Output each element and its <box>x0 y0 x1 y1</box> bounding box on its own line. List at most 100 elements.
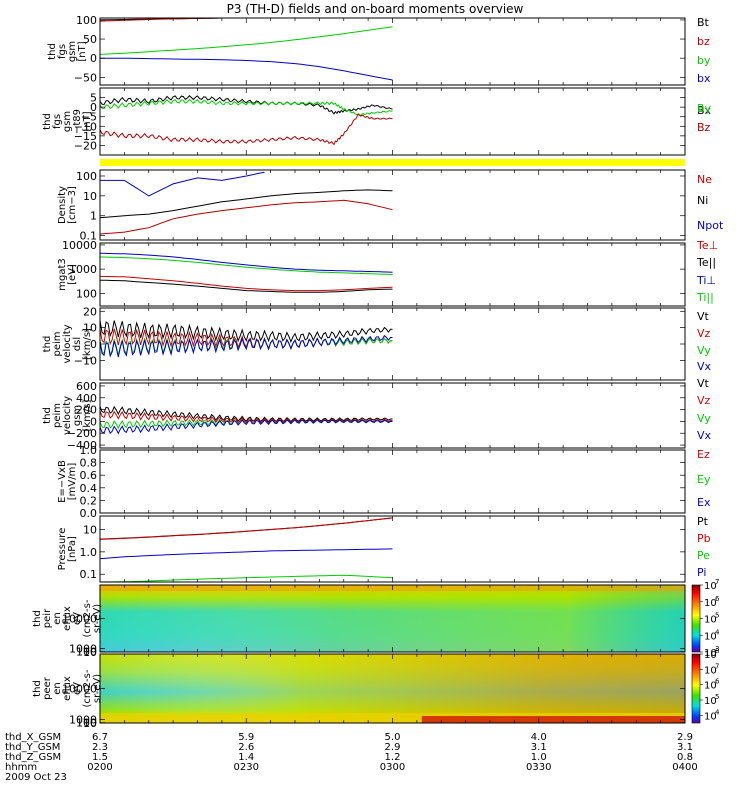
y-axis-label: sr-eV) <box>92 604 103 633</box>
legend-entry: Pt <box>697 515 709 528</box>
legend-entry: Ti|| <box>696 291 714 304</box>
legend-entry: Pe <box>697 549 710 562</box>
series-line-bx <box>100 57 393 81</box>
series-line-Vx <box>99 334 393 358</box>
figure-title: P3 (TH-D) fields and on-board moments ov… <box>227 2 524 16</box>
x-axis-value: 2.3 <box>92 742 108 753</box>
y-axis-label: thd <box>42 407 53 424</box>
x-axis-value: 4.0 <box>531 732 547 743</box>
legend-entry: Ni <box>697 194 708 207</box>
colorbar-tick-label: 10 <box>704 681 717 692</box>
x-axis-value: 0200 <box>87 762 112 773</box>
x-axis-value: 0300 <box>380 762 405 773</box>
y-tick-label: 1000 <box>69 643 97 656</box>
y-axis-label: velocity <box>62 396 73 435</box>
colorbar-tick-exponent: 7 <box>715 662 719 670</box>
legend-entry: Vz <box>697 327 711 340</box>
y-tick-label: 0 <box>90 101 97 114</box>
y-tick-label: 5 <box>90 92 97 105</box>
y-axis-label: dsl <box>72 337 83 351</box>
y-axis-label: eV <box>72 612 83 625</box>
panel-efield: 1.00.80.60.40.20.0 E=−VxB [mV/m] <box>57 444 686 520</box>
y-axis-label: [nPa] <box>67 536 78 562</box>
legend-entry: Vy <box>697 344 711 357</box>
legend-entry: Ey <box>697 473 711 486</box>
series-line-Vt <box>99 320 393 344</box>
y-tick-label: 400 <box>76 392 97 405</box>
legend-entry: Ez <box>697 448 710 461</box>
y-tick-label: 50 <box>83 33 97 46</box>
y-axis-label: en <box>52 612 63 625</box>
series-line-Te <box>99 275 393 292</box>
x-axis-row-label: thd_Y_GSM <box>5 742 60 753</box>
y-tick-label: 10 <box>83 646 97 659</box>
y-axis-label: [cm−3] <box>67 186 78 224</box>
colorbar-tick-exponent: 4 <box>715 708 720 716</box>
x-axis-row-label: thd_Z_GSM <box>5 752 61 763</box>
y-tick-label: 0.4 <box>80 482 98 495</box>
series-line-Ti <box>99 252 393 273</box>
series-line-By <box>99 98 393 116</box>
y-axis-label: −t89 <box>72 109 83 134</box>
colorbar-tick-exponent: 5 <box>715 612 719 620</box>
y-tick-label: 0.1 <box>80 568 98 581</box>
y-axis-label: fgs <box>52 114 63 129</box>
y-axis-label: fgs <box>57 44 68 59</box>
x-axis-value: 5.9 <box>238 732 254 743</box>
x-axis-value: 1.0 <box>531 752 547 763</box>
series-line-Pt <box>99 517 393 540</box>
legend-entry: Pi <box>697 566 706 579</box>
colorbar-tick-exponent: 7 <box>715 578 719 586</box>
y-axis-label: sr-eV) <box>92 674 103 703</box>
y-axis-label: mgat3 <box>57 258 68 291</box>
legend-entry: Ne <box>697 173 712 186</box>
spectrogram-overlay <box>100 654 685 723</box>
x-axis-value: 3.1 <box>531 742 547 753</box>
colorbar-tick-label: 10 <box>704 648 717 659</box>
y-tick-label: −20 <box>74 139 97 152</box>
y-axis-label: peim <box>52 331 63 356</box>
x-axis-value: 0400 <box>672 762 697 773</box>
panel-velocity_dsl: 20 10 0 −10 thd peim velocity dsl [km/s] <box>42 305 686 381</box>
legend-entry: bz <box>697 35 710 48</box>
y-axis-label: [km/s] <box>82 328 93 360</box>
colorbar-tick-exponent: 6 <box>715 595 720 603</box>
panel-pressure: 10 1.0 0.1 Pressure [nPa] <box>57 515 686 583</box>
legend-entry: Te|| <box>696 256 716 269</box>
colorbar-tick-label: 10 <box>704 615 717 626</box>
legend-entry: Bx <box>697 104 712 117</box>
colorbar-tick-label: 10 <box>704 696 717 707</box>
y-tick-label: 600 <box>76 380 97 393</box>
x-axis-value: 0.8 <box>677 752 693 763</box>
y-tick-label: 1 <box>90 210 97 223</box>
y-tick-label: 0.6 <box>80 469 98 482</box>
y-axis-label: [nT] <box>82 111 93 131</box>
y-tick-label: −200 <box>67 427 97 440</box>
y-axis-label: eV <box>72 682 83 695</box>
series-line-Pi <box>99 548 393 560</box>
y-tick-label: 20 <box>83 305 97 318</box>
x-axis-value: 6.7 <box>92 732 108 743</box>
x-axis-row-label: thd_X_GSM <box>5 732 61 743</box>
panel-frame <box>99 449 686 514</box>
y-axis-label: eflux <box>62 676 73 701</box>
y-tick-label: 10 <box>83 322 97 335</box>
colorbar-tick-label: 10 <box>704 598 717 609</box>
y-axis-label: velocity <box>62 324 73 363</box>
y-tick-label: 1000 <box>69 714 97 727</box>
y-tick-label: 10 <box>83 190 97 203</box>
y-tick-label: 100 <box>76 170 97 183</box>
series-line-by <box>99 26 393 55</box>
series-line-Vx <box>99 419 393 435</box>
panel-frame <box>99 17 686 86</box>
x-axis-value: 0330 <box>526 762 551 773</box>
y-axis-label: [nT] <box>77 41 88 61</box>
colorbar-tick-exponent: 6 <box>715 678 720 686</box>
legend-entry: Vt <box>697 310 710 323</box>
x-axis-value: 3.1 <box>677 742 693 753</box>
y-axis-label: peim <box>52 403 63 428</box>
y-tick-label: 1.0 <box>80 444 98 457</box>
colorbar-tick-exponent: 4 <box>715 628 720 636</box>
legend-entry: Vx <box>697 360 712 373</box>
legend-entry: Bt <box>697 16 710 29</box>
